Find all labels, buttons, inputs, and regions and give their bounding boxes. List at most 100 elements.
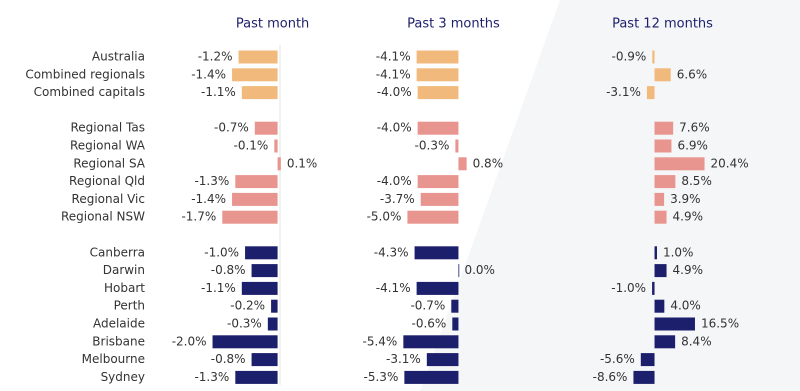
bar xyxy=(404,370,459,384)
value-label: -4.1% xyxy=(376,67,411,81)
bar xyxy=(274,139,278,153)
bar xyxy=(458,157,467,171)
bar xyxy=(640,353,655,367)
bar xyxy=(654,68,671,82)
category-label: Regional SA xyxy=(73,156,145,170)
value-label: -1.7% xyxy=(181,210,216,224)
bar xyxy=(235,175,278,189)
value-label: -0.8% xyxy=(211,352,246,366)
value-label: -0.8% xyxy=(211,263,246,277)
value-label: -0.7% xyxy=(410,299,445,313)
category-label: Regional Vic xyxy=(72,192,145,206)
bar xyxy=(416,281,459,295)
value-label: -5.4% xyxy=(363,334,398,348)
bar xyxy=(251,264,278,278)
bar xyxy=(654,246,657,260)
bar xyxy=(451,299,459,313)
bar xyxy=(417,121,459,135)
value-label: -4.0% xyxy=(377,85,412,99)
value-label: -4.0% xyxy=(377,121,412,135)
value-label: -1.4% xyxy=(191,67,226,81)
panel-title: Past month xyxy=(236,17,309,32)
value-label: -3.1% xyxy=(606,85,641,99)
bar xyxy=(251,353,278,367)
bar xyxy=(654,157,705,171)
value-label: 7.6% xyxy=(679,121,710,135)
value-label: -4.1% xyxy=(376,281,411,295)
bar xyxy=(267,317,278,331)
bar xyxy=(277,157,281,171)
background-shape xyxy=(420,0,800,391)
value-label: -1.1% xyxy=(201,85,236,99)
value-label: -4.0% xyxy=(377,174,412,188)
category-label: Brisbane xyxy=(92,334,145,348)
value-label: -4.3% xyxy=(374,245,409,259)
value-label: -1.0% xyxy=(204,245,239,259)
value-label: -0.3% xyxy=(415,139,450,153)
category-label: Hobart xyxy=(104,281,145,295)
bar xyxy=(238,50,278,64)
category-label: Sydney xyxy=(101,370,145,384)
bar xyxy=(403,335,459,349)
bar xyxy=(458,264,460,278)
value-label: -5.6% xyxy=(600,352,635,366)
value-label: 1.0% xyxy=(663,245,694,259)
value-label: -0.7% xyxy=(214,121,249,135)
bar xyxy=(241,281,278,295)
bar xyxy=(235,370,278,384)
value-label: -0.6% xyxy=(411,317,446,331)
bar xyxy=(417,175,459,189)
bar xyxy=(222,210,278,224)
bar xyxy=(416,68,459,82)
category-label: Melbourne xyxy=(82,352,145,366)
value-label: 8.5% xyxy=(681,174,712,188)
category-label: Regional NSW xyxy=(61,210,145,224)
bar xyxy=(232,68,278,82)
bar xyxy=(455,139,459,153)
value-label: 6.9% xyxy=(677,139,708,153)
value-label: -1.0% xyxy=(611,281,646,295)
value-label: 6.6% xyxy=(677,67,708,81)
bar xyxy=(426,353,459,367)
value-label: 8.4% xyxy=(681,334,712,348)
bar xyxy=(654,317,695,331)
bar xyxy=(652,50,655,64)
value-label: -1.2% xyxy=(198,50,233,64)
value-label: -5.0% xyxy=(367,210,402,224)
bar xyxy=(232,192,278,206)
bar xyxy=(417,86,459,100)
category-label: Adelaide xyxy=(93,317,145,331)
category-label: Regional Tas xyxy=(70,121,145,135)
value-label: -1.4% xyxy=(191,192,226,206)
value-label: 0.1% xyxy=(287,156,318,170)
panel-title: Past 3 months xyxy=(407,17,500,32)
value-label: -5.3% xyxy=(364,370,399,384)
value-label: -3.7% xyxy=(380,192,415,206)
value-label: 4.9% xyxy=(673,263,704,277)
bar xyxy=(633,370,655,384)
bar xyxy=(654,139,672,153)
value-label: -1.3% xyxy=(194,370,229,384)
category-label: Canberra xyxy=(90,245,145,259)
bar xyxy=(652,281,655,295)
value-label: -8.6% xyxy=(593,370,628,384)
bar xyxy=(414,246,459,260)
bar xyxy=(654,264,667,278)
value-label: -2.0% xyxy=(172,334,207,348)
bar xyxy=(452,317,459,331)
value-label: -0.9% xyxy=(611,50,646,64)
category-label: Combined regionals xyxy=(25,67,145,81)
bar xyxy=(646,86,655,100)
value-label: -4.1% xyxy=(376,50,411,64)
category-label: Regional WA xyxy=(70,139,146,153)
bar xyxy=(420,192,459,206)
value-label: 4.9% xyxy=(673,210,704,224)
value-label: -3.1% xyxy=(386,352,421,366)
bar xyxy=(271,299,278,313)
value-label: 3.9% xyxy=(670,192,701,206)
value-label: 0.8% xyxy=(473,156,504,170)
category-label: Regional Qld xyxy=(69,174,145,188)
bar xyxy=(245,246,278,260)
category-label: Darwin xyxy=(103,263,145,277)
